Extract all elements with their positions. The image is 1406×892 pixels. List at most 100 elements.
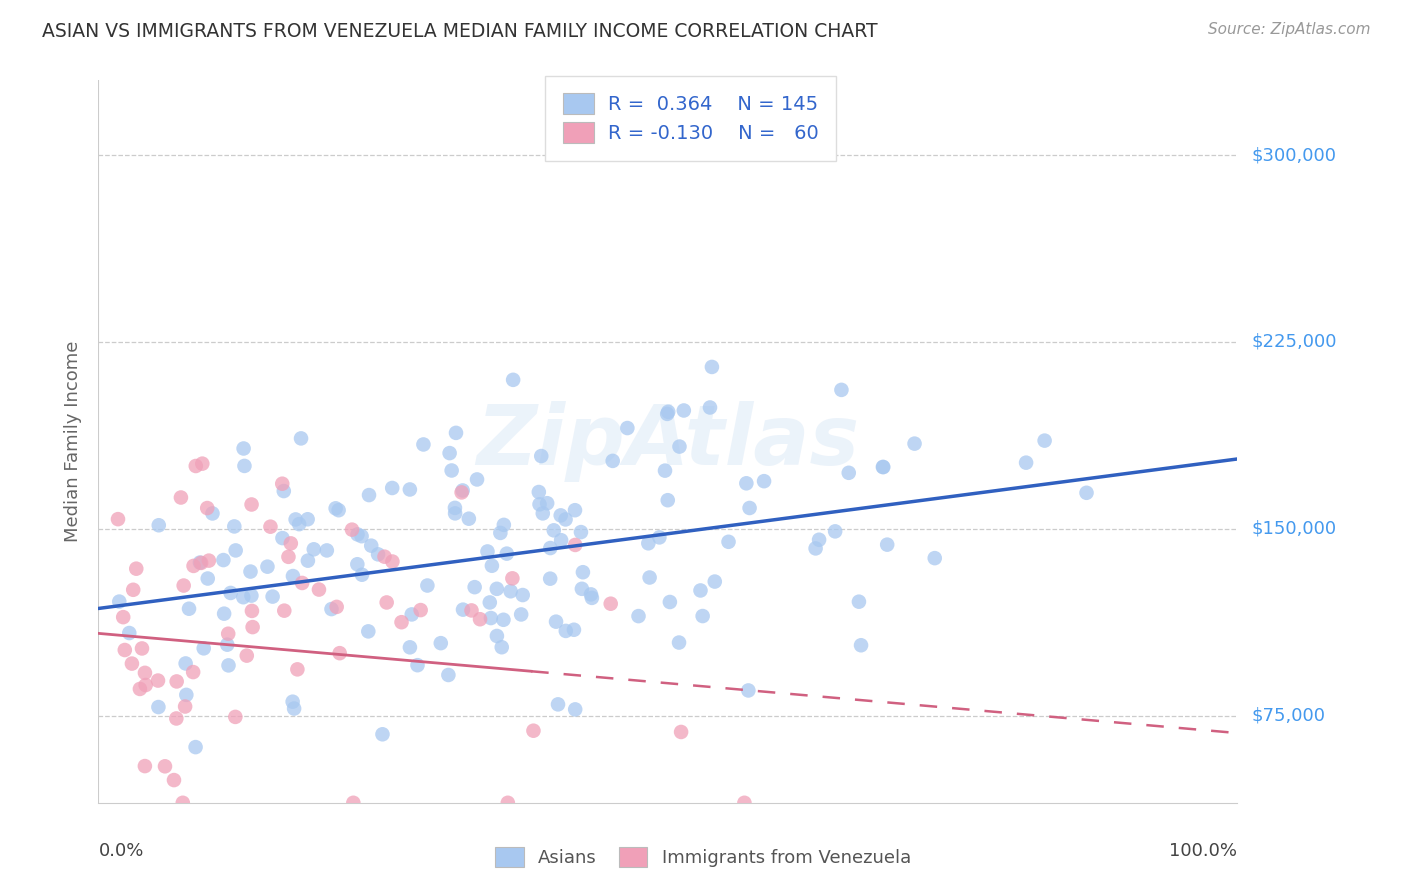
Point [492, 517, 515, 532]
Point [198, 554, 221, 568]
Point [550, 508, 572, 523]
Point [439, 446, 461, 460]
Point [550, 533, 572, 548]
Text: 100.0%: 100.0% [1170, 842, 1237, 860]
Point [717, 534, 740, 549]
Point [579, 587, 602, 601]
Point [440, 463, 463, 477]
Point [627, 609, 650, 624]
Point [752, 474, 775, 488]
Point [173, 578, 195, 592]
Point [224, 519, 246, 533]
Point [183, 558, 205, 573]
Point [224, 710, 246, 724]
Point [602, 454, 624, 468]
Point [277, 549, 299, 564]
Point [412, 437, 434, 451]
Point [134, 665, 156, 680]
Point [325, 599, 347, 614]
Point [112, 610, 135, 624]
Point [872, 460, 894, 475]
Point [233, 458, 256, 473]
Point [391, 615, 413, 630]
Point [346, 558, 368, 572]
Point [135, 678, 157, 692]
Legend: R =  0.364    N = 145, R = -0.130    N =   60: R = 0.364 N = 145, R = -0.130 N = 60 [546, 76, 835, 161]
Point [172, 796, 194, 810]
Point [451, 483, 474, 498]
Point [297, 512, 319, 526]
Point [502, 373, 524, 387]
Point [668, 635, 690, 649]
Point [191, 457, 214, 471]
Point [201, 507, 224, 521]
Point [538, 572, 561, 586]
Point [302, 542, 325, 557]
Point [153, 759, 176, 773]
Point [240, 604, 263, 618]
Point [291, 576, 314, 591]
Point [242, 620, 264, 634]
Point [240, 498, 263, 512]
Text: Source: ZipAtlas.com: Source: ZipAtlas.com [1208, 22, 1371, 37]
Point [527, 485, 550, 500]
Point [477, 544, 499, 558]
Point [808, 533, 831, 547]
Point [367, 547, 389, 561]
Point [114, 643, 136, 657]
Point [148, 518, 170, 533]
Point [554, 624, 576, 638]
Point [536, 496, 558, 510]
Point [485, 582, 508, 596]
Point [146, 673, 169, 688]
Point [824, 524, 846, 539]
Point [903, 436, 925, 450]
Point [184, 740, 207, 755]
Point [381, 481, 404, 495]
Point [672, 403, 695, 417]
Point [134, 759, 156, 773]
Point [430, 636, 453, 650]
Point [218, 658, 240, 673]
Point [357, 488, 380, 502]
Point [281, 569, 304, 583]
Point [564, 503, 586, 517]
Point [280, 536, 302, 550]
Text: $225,000: $225,000 [1251, 333, 1337, 351]
Point [406, 658, 429, 673]
Point [256, 559, 278, 574]
Point [468, 612, 491, 626]
Text: ZipAtlas: ZipAtlas [477, 401, 859, 482]
Point [195, 501, 218, 516]
Point [108, 594, 131, 608]
Point [297, 554, 319, 568]
Point [284, 512, 307, 526]
Point [409, 603, 432, 617]
Point [648, 530, 671, 544]
Point [703, 574, 725, 589]
Point [1076, 485, 1098, 500]
Point [321, 602, 343, 616]
Point [637, 536, 659, 550]
Y-axis label: Median Family Income: Median Family Income [65, 341, 83, 542]
Point [547, 698, 569, 712]
Point [733, 796, 755, 810]
Point [512, 588, 534, 602]
Point [399, 483, 422, 497]
Point [283, 701, 305, 715]
Point [544, 615, 567, 629]
Point [232, 591, 254, 605]
Point [571, 582, 593, 596]
Point [259, 519, 281, 533]
Point [288, 517, 311, 532]
Point [531, 507, 554, 521]
Point [232, 442, 254, 456]
Point [737, 683, 759, 698]
Point [562, 623, 585, 637]
Text: 0.0%: 0.0% [98, 842, 143, 860]
Point [543, 524, 565, 538]
Text: $75,000: $75,000 [1251, 706, 1326, 724]
Point [375, 595, 398, 609]
Point [616, 421, 638, 435]
Point [170, 491, 193, 505]
